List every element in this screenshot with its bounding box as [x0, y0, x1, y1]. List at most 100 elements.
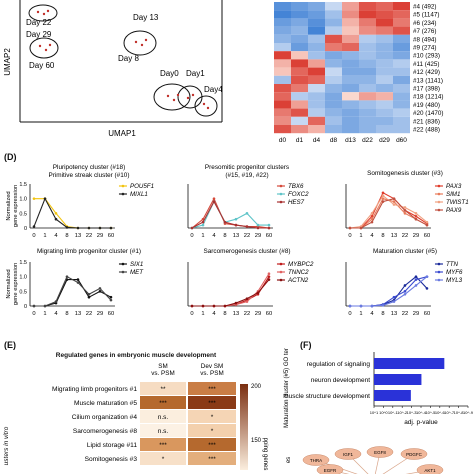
heatmap-cell: [359, 75, 376, 84]
data-point: [267, 278, 271, 281]
cell-significance: ***: [159, 400, 167, 407]
heatmap-cell: [359, 2, 376, 11]
heatmap-row-label: #12 (429): [413, 69, 440, 76]
heatmap-cell: [274, 108, 291, 117]
series-line: [191, 200, 269, 229]
heatmap-cell: [308, 92, 325, 101]
legend-label: MYF6: [446, 269, 463, 276]
chart-x-tick-label: 8: [381, 311, 384, 317]
chart-x-tick-label: 13: [391, 311, 397, 317]
series-line: [350, 198, 428, 229]
data-point: [190, 226, 194, 230]
heatmap-cell: [376, 67, 393, 76]
heatmap-cell: [291, 34, 308, 43]
legend-label: MIXL1: [130, 191, 148, 198]
cell-significance: *: [211, 414, 214, 421]
chart-x-tick-label: 29: [413, 311, 419, 317]
legend-marker: [121, 270, 125, 274]
heatmap-cell: [359, 108, 376, 117]
network-node: [316, 464, 344, 474]
heatmap-cell: [325, 51, 342, 60]
chart-ylabel-line2: gene expression: [13, 185, 19, 228]
data-point: [381, 197, 385, 200]
chart-x-tick-label: 60: [424, 233, 430, 239]
network-node: [334, 448, 362, 460]
heatmap-cell: [359, 59, 376, 68]
legend-label: SIM1: [446, 191, 460, 198]
network-side-label: es: [286, 457, 292, 463]
chart-y-tick-label: 0: [24, 304, 27, 310]
data-point: [425, 275, 429, 278]
chart-x-tick-label: 29: [255, 311, 261, 317]
legend-marker: [279, 278, 283, 282]
column-header-sm-sub: vs. PSM: [151, 370, 174, 377]
heatmap-cell: [393, 51, 410, 60]
data-point: [201, 304, 205, 308]
data-point: [414, 278, 418, 281]
chart-x-tick-label: 22: [402, 311, 408, 317]
heatmap-cell: [393, 43, 410, 52]
data-point: [425, 223, 429, 227]
heatmap-column-label: d0: [279, 137, 287, 144]
go-x-tick-label: 10^-5: [425, 410, 436, 415]
heatmap-cell: [359, 10, 376, 19]
chart-x-tick-label: 8: [223, 311, 226, 317]
chart-x-tick-label: 13: [233, 233, 239, 239]
heatmap-cell: [359, 125, 376, 134]
chart-x-tick-label: 4: [370, 233, 374, 239]
heatmap-cell: [393, 108, 410, 117]
heatmap-row-label: #6 (234): [413, 20, 436, 27]
series-line: [192, 273, 270, 307]
legend-label: POU5F1: [130, 183, 154, 190]
heatmap-cell: [291, 67, 308, 76]
data-point: [190, 304, 194, 308]
heatmap-cell: [274, 84, 291, 93]
heatmap-cell: [376, 26, 393, 35]
legend-marker: [279, 192, 283, 196]
data-point: [32, 225, 36, 228]
heatmap-cell: [291, 51, 308, 60]
heatmap-cell: [359, 100, 376, 109]
heatmap-cell: [376, 34, 393, 43]
heatmap-cell: [393, 67, 410, 76]
umap-xlabel: UMAP1: [108, 129, 136, 138]
data-point: [403, 290, 407, 293]
heatmap-cell: [359, 34, 376, 43]
heatmap-cell: [274, 75, 291, 84]
heatmap-cell: [393, 125, 410, 134]
heatmap-column-label: d4: [313, 137, 321, 144]
chart-x-tick-label: 4: [212, 311, 216, 317]
chart-x-tick-label: 1: [359, 233, 362, 239]
heatmap-cell: [274, 116, 291, 125]
cell-significance: *: [162, 456, 165, 463]
legend-label: HES7: [288, 199, 305, 206]
table-cell: [188, 452, 236, 465]
chart-x-tick-label: 22: [86, 311, 92, 317]
heatmap-cell: [376, 51, 393, 60]
series-line: [33, 197, 111, 229]
chart-ylabel-line1: Normalized: [6, 191, 12, 220]
data-point: [76, 278, 80, 281]
data-point: [245, 212, 249, 215]
cell-significance: ***: [208, 386, 216, 393]
data-point: [201, 220, 205, 224]
heatmap-row-label: #19 (480): [413, 102, 440, 109]
legend-marker: [279, 184, 283, 188]
go-x-tick-label: 10^-4: [416, 410, 427, 415]
heatmap-cell: [359, 51, 376, 60]
network-node-label: EGFR: [324, 468, 337, 473]
network-node: [400, 448, 428, 460]
data-point: [267, 223, 271, 227]
chart-x-tick-label: 1: [43, 233, 46, 239]
data-point: [234, 223, 238, 227]
data-point: [43, 197, 47, 200]
data-point: [109, 295, 113, 299]
series-line: [350, 276, 428, 307]
heatmap-cell: [376, 10, 393, 19]
go-x-tick-label: 10^-2: [397, 410, 408, 415]
heatmap-cell: [393, 92, 410, 101]
heatmap-cell: [291, 84, 308, 93]
heatmap-cell: [291, 18, 308, 27]
chart-y-tick-label: 0: [24, 226, 27, 232]
